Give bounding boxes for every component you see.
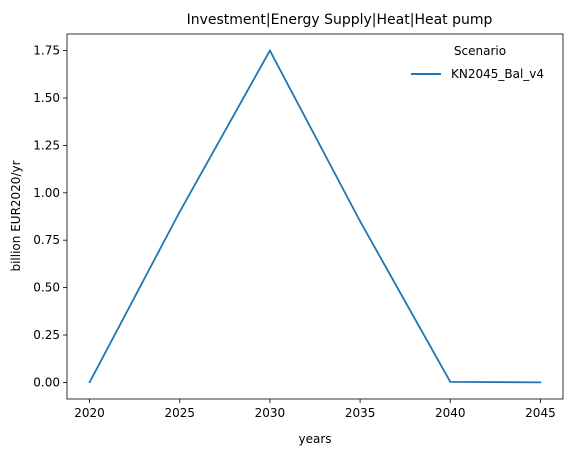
y-tick-label: 0.25 <box>33 328 60 342</box>
x-tick-label: 2020 <box>74 406 105 420</box>
legend-title: Scenario <box>454 44 506 58</box>
data-point <box>539 381 542 384</box>
y-tick-label: 1.00 <box>33 186 60 200</box>
x-tick-label: 2025 <box>164 406 195 420</box>
legend: Scenario KN2045_Bal_v4 <box>411 44 544 81</box>
legend-label: KN2045_Bal_v4 <box>451 67 544 81</box>
data-point <box>269 49 271 52</box>
data-point <box>88 381 91 384</box>
y-tick-label: 0.75 <box>33 233 60 247</box>
series-line-0 <box>88 49 541 384</box>
x-tick-label: 2045 <box>525 406 556 420</box>
plot-area <box>66 33 564 400</box>
y-axis-label: billion EUR2020/yr <box>9 160 23 271</box>
plot-frame <box>66 33 564 400</box>
x-axis: 2020 2025 2030 2035 2040 2045 <box>74 399 556 420</box>
x-tick-label: 2040 <box>435 406 466 420</box>
y-axis: 0.00 0.25 0.50 0.75 1.00 1.25 1.50 1.75 <box>33 44 67 389</box>
y-tick-label: 1.50 <box>33 91 60 105</box>
data-point <box>449 380 452 383</box>
y-tick-label: 0.00 <box>33 375 60 389</box>
x-axis-label: years <box>298 432 331 446</box>
x-tick-label: 2035 <box>345 406 376 420</box>
y-tick-label: 1.25 <box>33 138 60 152</box>
data-point <box>359 220 361 223</box>
chart-title: Investment|Energy Supply|Heat|Heat pump <box>187 12 493 28</box>
series-layer <box>88 49 542 384</box>
y-tick-label: 0.50 <box>33 281 60 295</box>
x-tick-label: 2030 <box>255 406 286 420</box>
data-point <box>178 210 181 213</box>
y-tick-label: 1.75 <box>33 44 60 58</box>
